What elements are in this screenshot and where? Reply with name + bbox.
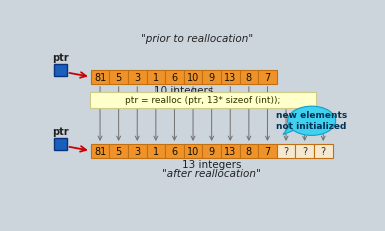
Text: 10 integers: 10 integers [154, 86, 213, 96]
Text: 6: 6 [171, 146, 177, 156]
Text: 8: 8 [246, 73, 252, 82]
FancyBboxPatch shape [239, 144, 258, 158]
FancyBboxPatch shape [221, 144, 239, 158]
FancyBboxPatch shape [277, 144, 295, 158]
Text: "after reallocation": "after reallocation" [162, 168, 261, 178]
Text: 13: 13 [224, 146, 236, 156]
Text: ?: ? [302, 146, 307, 156]
Text: 8: 8 [246, 146, 252, 156]
FancyBboxPatch shape [203, 144, 221, 158]
Text: new elements
not initialized: new elements not initialized [276, 110, 347, 131]
Text: 3: 3 [134, 73, 140, 82]
Text: 10: 10 [187, 146, 199, 156]
FancyBboxPatch shape [165, 71, 184, 85]
FancyBboxPatch shape [203, 71, 221, 85]
Text: 5: 5 [116, 73, 122, 82]
FancyBboxPatch shape [295, 144, 314, 158]
FancyBboxPatch shape [54, 64, 67, 77]
Text: "prior to reallocation": "prior to reallocation" [141, 33, 253, 43]
FancyBboxPatch shape [147, 71, 165, 85]
FancyBboxPatch shape [91, 144, 109, 158]
FancyBboxPatch shape [165, 144, 184, 158]
Text: 7: 7 [264, 73, 271, 82]
Text: 81: 81 [94, 73, 106, 82]
FancyBboxPatch shape [258, 71, 277, 85]
FancyBboxPatch shape [128, 71, 147, 85]
Ellipse shape [288, 107, 336, 136]
Text: 1: 1 [153, 73, 159, 82]
FancyBboxPatch shape [147, 144, 165, 158]
Text: ptr: ptr [52, 127, 69, 137]
FancyBboxPatch shape [258, 144, 277, 158]
Text: 81: 81 [94, 146, 106, 156]
FancyBboxPatch shape [54, 138, 67, 150]
Text: 5: 5 [116, 146, 122, 156]
Text: ?: ? [321, 146, 326, 156]
Text: ptr = realloc (ptr, 13* sizeof (int));: ptr = realloc (ptr, 13* sizeof (int)); [126, 96, 281, 105]
Text: 13 integers: 13 integers [182, 160, 241, 170]
FancyBboxPatch shape [109, 71, 128, 85]
Text: 13: 13 [224, 73, 236, 82]
Text: 6: 6 [171, 73, 177, 82]
Text: 9: 9 [209, 73, 215, 82]
Text: ptr: ptr [52, 53, 69, 63]
FancyBboxPatch shape [184, 71, 203, 85]
Text: 7: 7 [264, 146, 271, 156]
FancyBboxPatch shape [128, 144, 147, 158]
FancyBboxPatch shape [90, 93, 316, 108]
FancyBboxPatch shape [239, 71, 258, 85]
Polygon shape [283, 124, 298, 135]
FancyBboxPatch shape [91, 71, 109, 85]
Text: 9: 9 [209, 146, 215, 156]
Text: 1: 1 [153, 146, 159, 156]
FancyBboxPatch shape [221, 71, 239, 85]
Text: 10: 10 [187, 73, 199, 82]
Text: 3: 3 [134, 146, 140, 156]
FancyBboxPatch shape [314, 144, 333, 158]
FancyBboxPatch shape [109, 144, 128, 158]
FancyBboxPatch shape [184, 144, 203, 158]
Text: ?: ? [283, 146, 289, 156]
